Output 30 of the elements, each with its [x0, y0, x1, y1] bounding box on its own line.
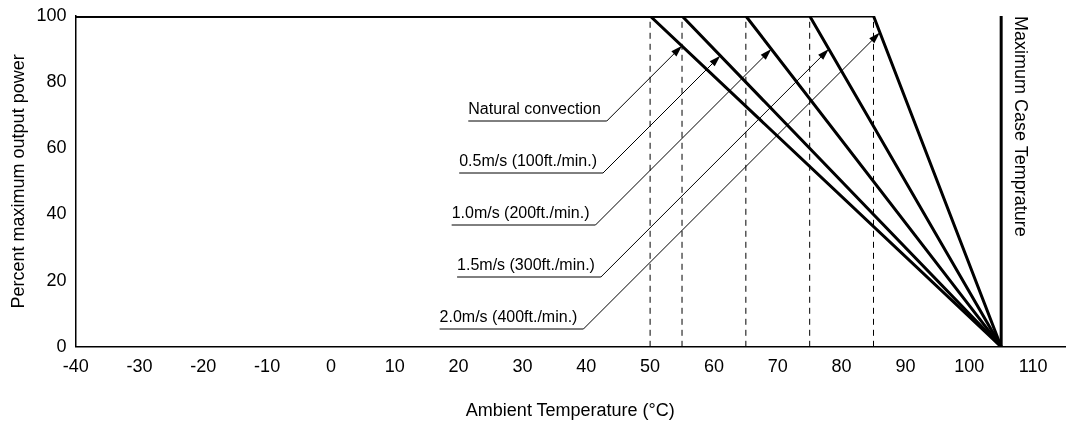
y-tick-label: 0: [56, 335, 67, 356]
x-tick-label: 100: [954, 355, 985, 376]
x-tick-label: -10: [254, 355, 281, 376]
x-tick-label: 50: [640, 355, 661, 376]
x-tick-label: -20: [190, 355, 217, 376]
y-tick-label: 20: [46, 269, 67, 290]
annotation: 0.5m/s (100ft./min.): [459, 152, 598, 170]
x-tick-label: 10: [384, 355, 405, 376]
x-tick-label: 20: [448, 355, 469, 376]
x-tick-label: 40: [576, 355, 597, 376]
annotation: Natural convection: [468, 100, 601, 118]
ref-line-label: Maximum Case Temprature: [1011, 16, 1032, 237]
x-tick-label: 90: [895, 355, 916, 376]
y-tick-label: 60: [46, 137, 67, 158]
annotation: 2.0m/s (400ft./min.): [439, 308, 578, 326]
x-tick-label: 70: [767, 355, 788, 376]
x-tick-label: -40: [62, 355, 89, 376]
y-tick-label: 40: [46, 203, 67, 224]
x-tick-label: 110: [1018, 355, 1048, 376]
y-tick-label: 80: [46, 71, 67, 92]
x-tick-label: 80: [831, 355, 852, 376]
y-tick-label: 100: [36, 4, 67, 25]
x-tick-label: -30: [126, 355, 153, 376]
x-axis-title: Ambient Temperature (°C): [465, 400, 675, 421]
annotation: 1.0m/s (200ft./min.): [451, 204, 590, 222]
x-tick-label: 30: [512, 355, 533, 376]
x-tick-label: 0: [325, 355, 336, 376]
x-tick-label: 60: [703, 355, 724, 376]
y-axis-title: Percent maximum output power: [7, 54, 28, 309]
annotation: 1.5m/s (300ft./min.): [457, 256, 595, 274]
